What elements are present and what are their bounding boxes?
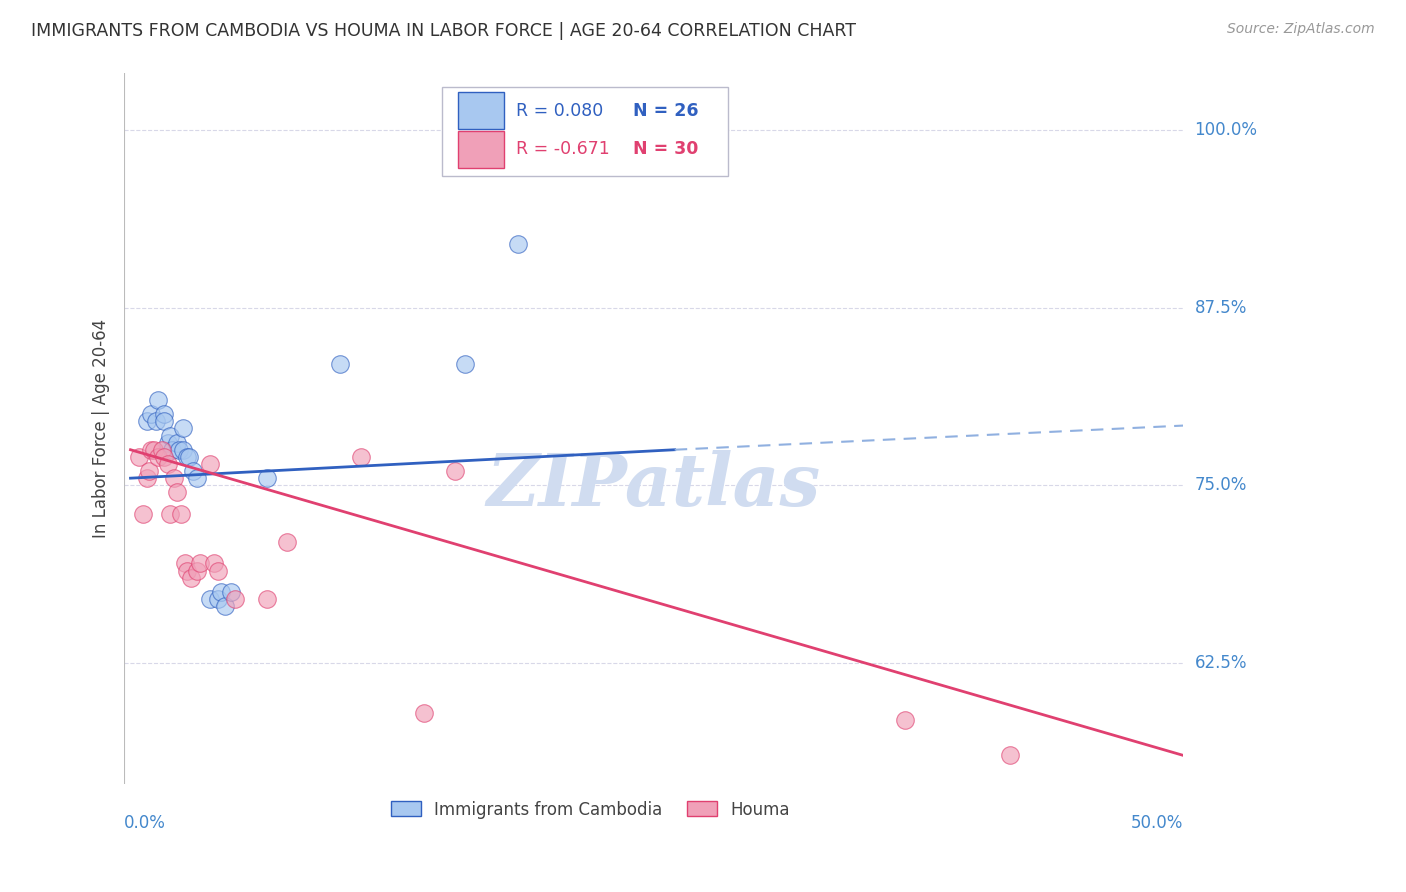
Text: R = -0.671: R = -0.671 <box>516 140 610 158</box>
Point <box>350 450 373 464</box>
Point <box>166 435 188 450</box>
Point <box>207 564 229 578</box>
FancyBboxPatch shape <box>441 87 728 176</box>
Point <box>157 457 180 471</box>
Point <box>256 592 278 607</box>
Point <box>894 713 917 727</box>
Point <box>163 471 186 485</box>
Point <box>159 507 181 521</box>
Point <box>136 471 159 485</box>
Point <box>180 571 202 585</box>
Point <box>412 706 434 720</box>
Text: 87.5%: 87.5% <box>1195 299 1247 317</box>
Point <box>329 358 352 372</box>
Point <box>146 392 169 407</box>
Point <box>150 442 173 457</box>
Point <box>132 507 155 521</box>
Point <box>186 471 208 485</box>
Point <box>198 592 221 607</box>
Point <box>181 464 204 478</box>
Point <box>177 450 200 464</box>
Text: Source: ZipAtlas.com: Source: ZipAtlas.com <box>1227 22 1375 37</box>
Point <box>153 407 176 421</box>
Point <box>219 585 242 599</box>
Point <box>170 507 193 521</box>
Text: R = 0.080: R = 0.080 <box>516 102 603 120</box>
Point <box>444 464 467 478</box>
Point <box>214 599 236 614</box>
Point <box>202 557 225 571</box>
FancyBboxPatch shape <box>458 130 505 168</box>
Point <box>506 236 529 251</box>
Point <box>153 450 176 464</box>
Text: N = 26: N = 26 <box>633 102 699 120</box>
Text: 0.0%: 0.0% <box>124 814 166 832</box>
Point <box>998 748 1021 763</box>
Point <box>176 564 198 578</box>
Point <box>174 557 197 571</box>
FancyBboxPatch shape <box>458 92 505 129</box>
Point <box>188 557 211 571</box>
Point <box>256 471 278 485</box>
Point <box>138 464 160 478</box>
Point <box>167 442 190 457</box>
Point <box>454 358 477 372</box>
Point <box>162 442 184 457</box>
Legend: Immigrants from Cambodia, Houma: Immigrants from Cambodia, Houma <box>384 794 797 825</box>
Y-axis label: In Labor Force | Age 20-64: In Labor Force | Age 20-64 <box>93 318 110 538</box>
Point <box>153 414 176 428</box>
Point <box>207 592 229 607</box>
Point <box>198 457 221 471</box>
Point <box>141 442 163 457</box>
Point <box>186 564 208 578</box>
Point <box>128 450 150 464</box>
Text: ZIPatlas: ZIPatlas <box>486 450 821 521</box>
Point <box>146 450 169 464</box>
Text: 62.5%: 62.5% <box>1195 654 1247 672</box>
Point <box>172 421 194 435</box>
Point <box>166 485 188 500</box>
Point <box>172 442 194 457</box>
Text: 100.0%: 100.0% <box>1195 120 1257 139</box>
Point <box>136 414 159 428</box>
Point <box>157 435 180 450</box>
Point <box>176 450 198 464</box>
Text: 75.0%: 75.0% <box>1195 476 1247 494</box>
Text: 50.0%: 50.0% <box>1130 814 1184 832</box>
Point <box>276 535 298 549</box>
Point <box>141 407 163 421</box>
Point <box>224 592 246 607</box>
Point <box>142 442 165 457</box>
Point <box>209 585 232 599</box>
Point <box>159 428 181 442</box>
Text: N = 30: N = 30 <box>633 140 697 158</box>
Text: IMMIGRANTS FROM CAMBODIA VS HOUMA IN LABOR FORCE | AGE 20-64 CORRELATION CHART: IMMIGRANTS FROM CAMBODIA VS HOUMA IN LAB… <box>31 22 856 40</box>
Point <box>145 414 167 428</box>
